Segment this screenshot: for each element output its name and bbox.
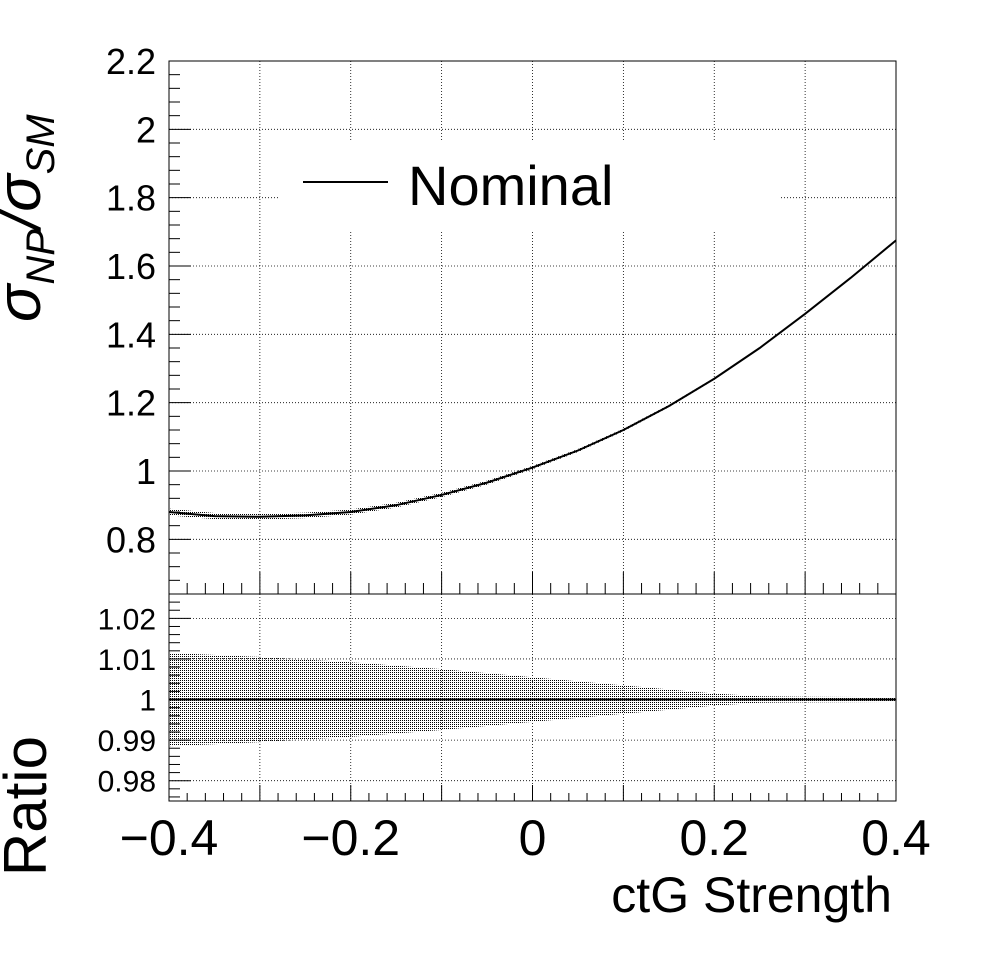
legend-box: [280, 140, 780, 232]
main-y-axis-title-part: σ: [0, 172, 54, 212]
ratio-y-tick-label: 1.01: [98, 644, 156, 677]
x-tick-label: 0.2: [679, 810, 749, 866]
main-y-tick-label: 1.4: [106, 314, 156, 355]
main-y-tick-label: 0.8: [106, 519, 156, 560]
main-panel: Nominal 0.8 1 1.2 1.4 1.6 1.8 2 2.2: [106, 41, 897, 595]
ratio-y-tick-label: 1: [139, 685, 156, 718]
main-y-tick-label: 2.2: [106, 41, 156, 82]
ratio-y-tick-label: 0.98: [98, 766, 156, 799]
main-y-axis-title-part: SM: [19, 114, 63, 175]
x-tick-label: −0.2: [301, 810, 400, 866]
main-y-axis-title: σNP/σSM: [0, 114, 63, 322]
x-axis-title: ctG Strength: [611, 867, 892, 923]
series-line-nominal: [168, 239, 897, 518]
x-tick-label: 0.4: [861, 810, 931, 866]
main-y-axis-title-part: σ: [0, 282, 54, 322]
legend-label-nominal: Nominal: [408, 154, 613, 217]
main-y-tick-label: 1.6: [106, 246, 156, 287]
main-y-tick-label: 1.2: [106, 383, 156, 424]
x-tick-label: 0: [519, 810, 547, 866]
ratio-y-tick-label: 0.99: [98, 725, 156, 758]
x-tick-label: −0.4: [120, 810, 219, 866]
main-y-tick-label: 1.8: [106, 178, 156, 219]
main-y-axis-title-part: NP: [19, 229, 63, 285]
ratio-y-tick-label: 1.02: [98, 603, 156, 636]
main-y-tick-label: 1: [136, 451, 156, 492]
ratio-panel: 0.98 0.99 1 1.01 1.02: [98, 593, 897, 802]
ratio-y-axis-title: Ratio: [0, 736, 59, 876]
main-y-tick-label: 2: [136, 109, 156, 150]
